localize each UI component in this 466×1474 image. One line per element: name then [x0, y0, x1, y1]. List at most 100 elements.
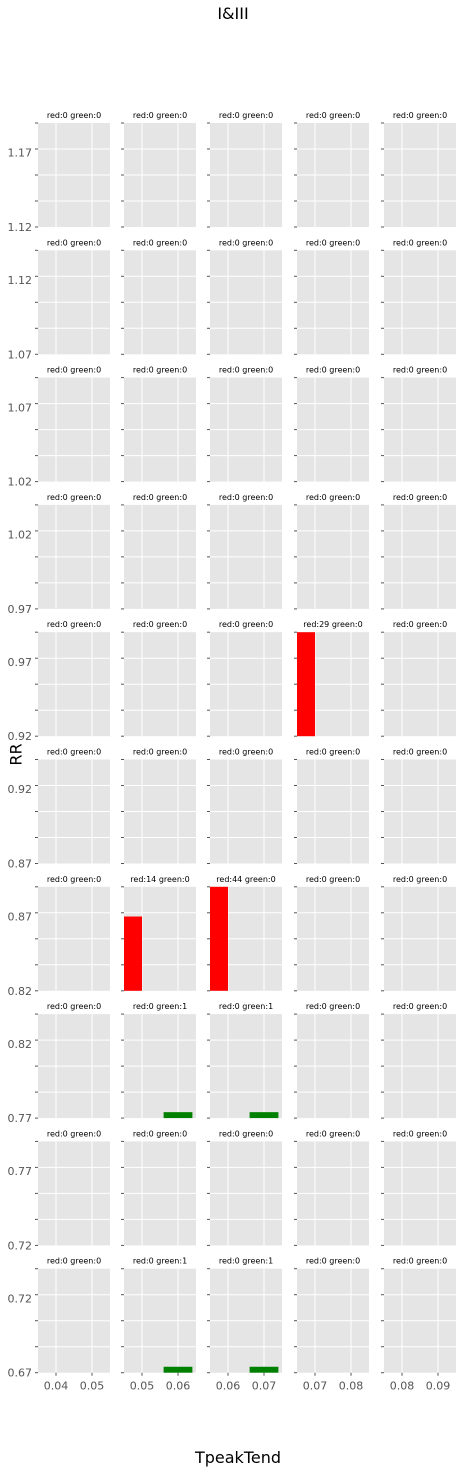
panel-title: red:0 green:0 — [393, 366, 447, 375]
panel-title: red:0 green:0 — [306, 875, 360, 884]
y-tick-label: 0.72 — [8, 1239, 33, 1252]
panel-title: red:0 green:0 — [393, 1129, 447, 1138]
panel-r1-c1: red:0 green:0 — [121, 238, 196, 355]
panel-title: red:0 green:0 — [47, 111, 101, 120]
panel-r5-c2: red:0 green:0 — [207, 748, 282, 864]
panel-r3-c2: red:0 green:0 — [207, 493, 282, 610]
panel-r6-c4: red:0 green:0 — [381, 875, 456, 992]
panel-title: red:0 green:0 — [306, 1129, 360, 1138]
panel-r9-c2: red:0 green:1 0.06 0.07 — [207, 1257, 282, 1393]
panel-title: red:0 green:0 — [393, 493, 447, 502]
panel-r1-c3: red:0 green:0 — [294, 238, 369, 355]
y-tick-label: 0.72 — [8, 1292, 33, 1305]
y-tick-label: 1.02 — [8, 476, 33, 489]
x-axis-label: TpeakTend — [194, 1448, 282, 1467]
panel-r7-c1: red:0 green:1 — [121, 1002, 196, 1119]
panel-title: red:0 green:1 — [133, 1002, 187, 1011]
panel-title: red:14 green:0 — [130, 875, 189, 884]
y-tick-label: 1.17 — [8, 147, 33, 160]
panel-title: red:0 green:0 — [133, 493, 187, 502]
panel-title: red:0 green:0 — [47, 493, 101, 502]
y-tick-label: 0.97 — [8, 656, 33, 669]
panel-r9-c4: red:0 green:0 0.08 0.09 — [381, 1257, 456, 1393]
panel-title: red:0 green:0 — [47, 1129, 101, 1138]
x-tick-label: 0.05 — [80, 1380, 105, 1393]
panel-r0-c4: red:0 green:0 — [381, 111, 456, 228]
panel-r5-c3: red:0 green:0 — [294, 748, 369, 864]
panel-r0-c3: red:0 green:0 — [294, 111, 369, 228]
panel-r2-c3: red:0 green:0 — [294, 366, 369, 483]
panel-title: red:29 green:0 — [303, 620, 362, 629]
panel-r4-c4: red:0 green:0 — [381, 620, 456, 737]
panel-title: red:0 green:0 — [47, 748, 101, 757]
y-tick-label: 1.12 — [8, 274, 33, 287]
panel-title: red:0 green:0 — [219, 366, 273, 375]
panel-r9-c0: red:0 green:0 0.72 0.67 0.04 0.05 — [8, 1257, 110, 1393]
panel-r5-c0: red:0 green:0 0.92 0.87 — [8, 748, 110, 871]
panel-r3-c1: red:0 green:0 — [121, 493, 196, 610]
green-bar — [249, 1112, 279, 1119]
panel-r7-c4: red:0 green:0 — [381, 1002, 456, 1119]
panel-r8-c3: red:0 green:0 — [294, 1129, 369, 1246]
panel-title: red:0 green:0 — [47, 238, 101, 247]
y-tick-label: 0.87 — [8, 911, 33, 924]
panel-r4-c3: red:29 green:0 — [294, 620, 369, 737]
panel-r0-c2: red:0 green:0 — [207, 111, 282, 228]
y-tick-label: 0.77 — [8, 1112, 33, 1125]
red-bar — [124, 916, 142, 991]
panel-title: red:0 green:0 — [306, 1257, 360, 1266]
y-tick-label: 0.82 — [8, 1038, 33, 1051]
x-tick-label: 0.07 — [252, 1380, 277, 1393]
panel-r6-c3: red:0 green:0 — [294, 875, 369, 992]
x-tick-label: 0.09 — [426, 1380, 451, 1393]
panel-title: red:0 green:0 — [306, 111, 360, 120]
panel-r7-c2: red:0 green:1 — [207, 1002, 282, 1119]
red-bar — [297, 632, 315, 737]
panel-r9-c1: red:0 green:1 0.05 0.06 — [121, 1257, 196, 1393]
panel-r7-c0: red:0 green:0 0.82 0.77 — [8, 1002, 110, 1125]
panel-title: red:0 green:0 — [219, 493, 273, 502]
panel-r3-c4: red:0 green:0 — [381, 493, 456, 610]
y-tick-label: 0.82 — [8, 985, 33, 998]
panel-r7-c3: red:0 green:0 — [294, 1002, 369, 1119]
panel-title: red:0 green:0 — [47, 620, 101, 629]
panel-title: red:0 green:0 — [219, 238, 273, 247]
panel-r8-c1: red:0 green:0 — [121, 1129, 196, 1246]
panel-r2-c4: red:0 green:0 — [381, 366, 456, 483]
red-bar — [210, 886, 228, 991]
panel-title: red:0 green:0 — [393, 620, 447, 629]
y-tick-label: 0.92 — [8, 783, 33, 796]
panel-title: red:0 green:0 — [47, 366, 101, 375]
panel-title: red:0 green:0 — [306, 493, 360, 502]
panel-r3-c0: red:0 green:0 1.02 0.97 — [8, 493, 110, 616]
panel-title: red:0 green:0 — [133, 238, 187, 247]
panel-r2-c0: red:0 green:0 1.07 1.02 — [8, 366, 110, 489]
panel-title: red:0 green:0 — [393, 875, 447, 884]
panel-r4-c1: red:0 green:0 — [121, 620, 196, 737]
panel-title: red:0 green:0 — [219, 1129, 273, 1138]
panel-r1-c4: red:0 green:0 — [381, 238, 456, 355]
panel-title: red:0 green:0 — [393, 111, 447, 120]
panel-title: red:0 green:0 — [47, 1257, 101, 1266]
y-tick-label: 1.12 — [8, 221, 33, 234]
panel-title: red:0 green:1 — [219, 1002, 273, 1011]
panel-r5-c1: red:0 green:0 — [121, 748, 196, 864]
green-bar — [163, 1366, 193, 1373]
panel-title: red:0 green:0 — [133, 111, 187, 120]
panel-title: red:0 green:1 — [133, 1257, 187, 1266]
y-tick-label: 1.07 — [8, 348, 33, 361]
y-tick-label: 0.67 — [8, 1367, 33, 1380]
panel-r4-c0: red:0 green:0 0.97 0.92 — [8, 620, 110, 743]
panel-title: red:0 green:0 — [306, 238, 360, 247]
panel-title: red:0 green:0 — [47, 1002, 101, 1011]
panel-r9-c3: red:0 green:0 0.07 0.08 — [294, 1257, 369, 1393]
panel-title: red:0 green:0 — [219, 111, 273, 120]
x-tick-label: 0.06 — [216, 1380, 241, 1393]
panel-r5-c4: red:0 green:0 — [381, 748, 456, 864]
panel-title: red:0 green:0 — [306, 748, 360, 757]
panel-r8-c2: red:0 green:0 — [207, 1129, 282, 1246]
y-tick-label: 0.97 — [8, 603, 33, 616]
panel-title: red:0 green:0 — [47, 875, 101, 884]
panel-r8-c0: red:0 green:0 0.77 0.72 — [8, 1129, 110, 1252]
